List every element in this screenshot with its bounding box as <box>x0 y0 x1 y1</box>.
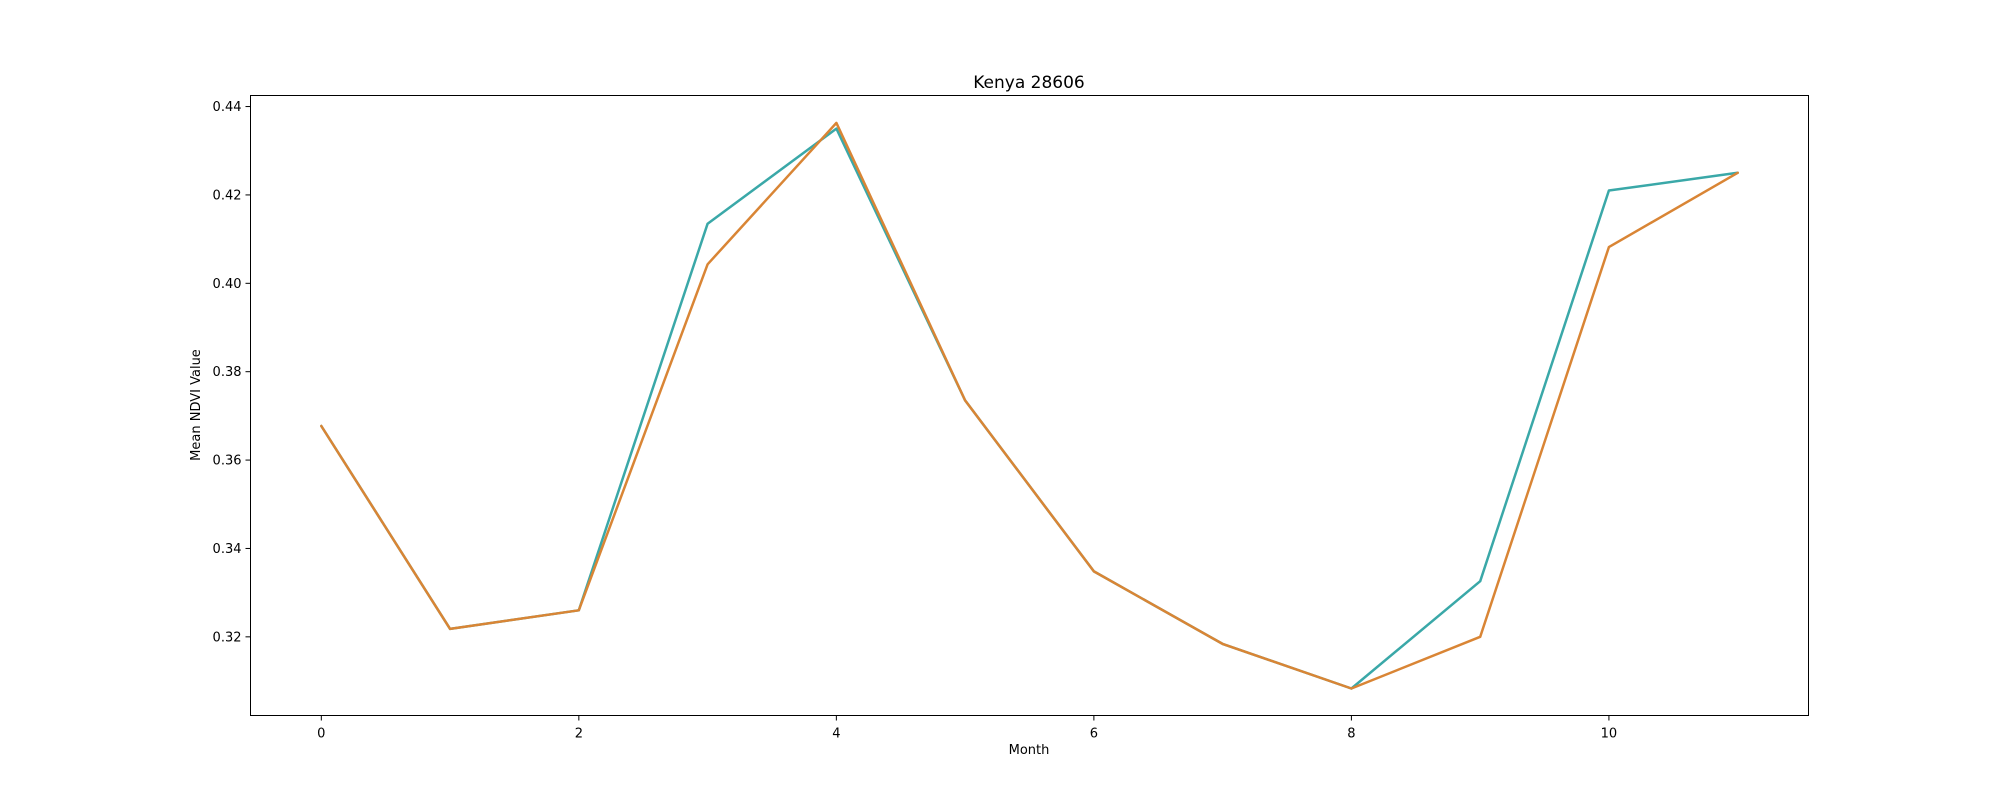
x-tick-label: 0 <box>317 727 325 742</box>
x-tick-label: 10 <box>1601 727 1618 742</box>
y-tick-label: 0.44 <box>213 100 242 115</box>
y-tick-label: 0.38 <box>213 365 242 380</box>
x-tick-label: 4 <box>832 727 840 742</box>
y-axis-label: Mean NDVI Value <box>189 349 204 461</box>
y-tick-label: 0.34 <box>213 542 242 557</box>
x-tick-label: 2 <box>575 727 583 742</box>
x-axis-ticks: 0 2 4 6 8 10 <box>317 715 1618 742</box>
y-tick-label: 0.32 <box>213 630 242 645</box>
x-tick-label: 6 <box>1090 727 1098 742</box>
y-tick-label: 0.40 <box>213 277 242 292</box>
x-axis-label: Month <box>1009 743 1050 758</box>
chart-title: Kenya 28606 <box>973 73 1085 93</box>
series-line-1 <box>320 127 1739 690</box>
series-layer <box>320 121 1739 690</box>
x-tick-label: 8 <box>1347 727 1355 742</box>
y-tick-label: 0.42 <box>213 188 242 203</box>
y-axis-ticks: 0.32 0.34 0.36 0.38 0.40 0.42 0.44 <box>213 100 251 645</box>
plot-frame <box>250 95 1809 716</box>
series-line-2 <box>320 121 1739 690</box>
y-tick-label: 0.36 <box>213 454 242 469</box>
